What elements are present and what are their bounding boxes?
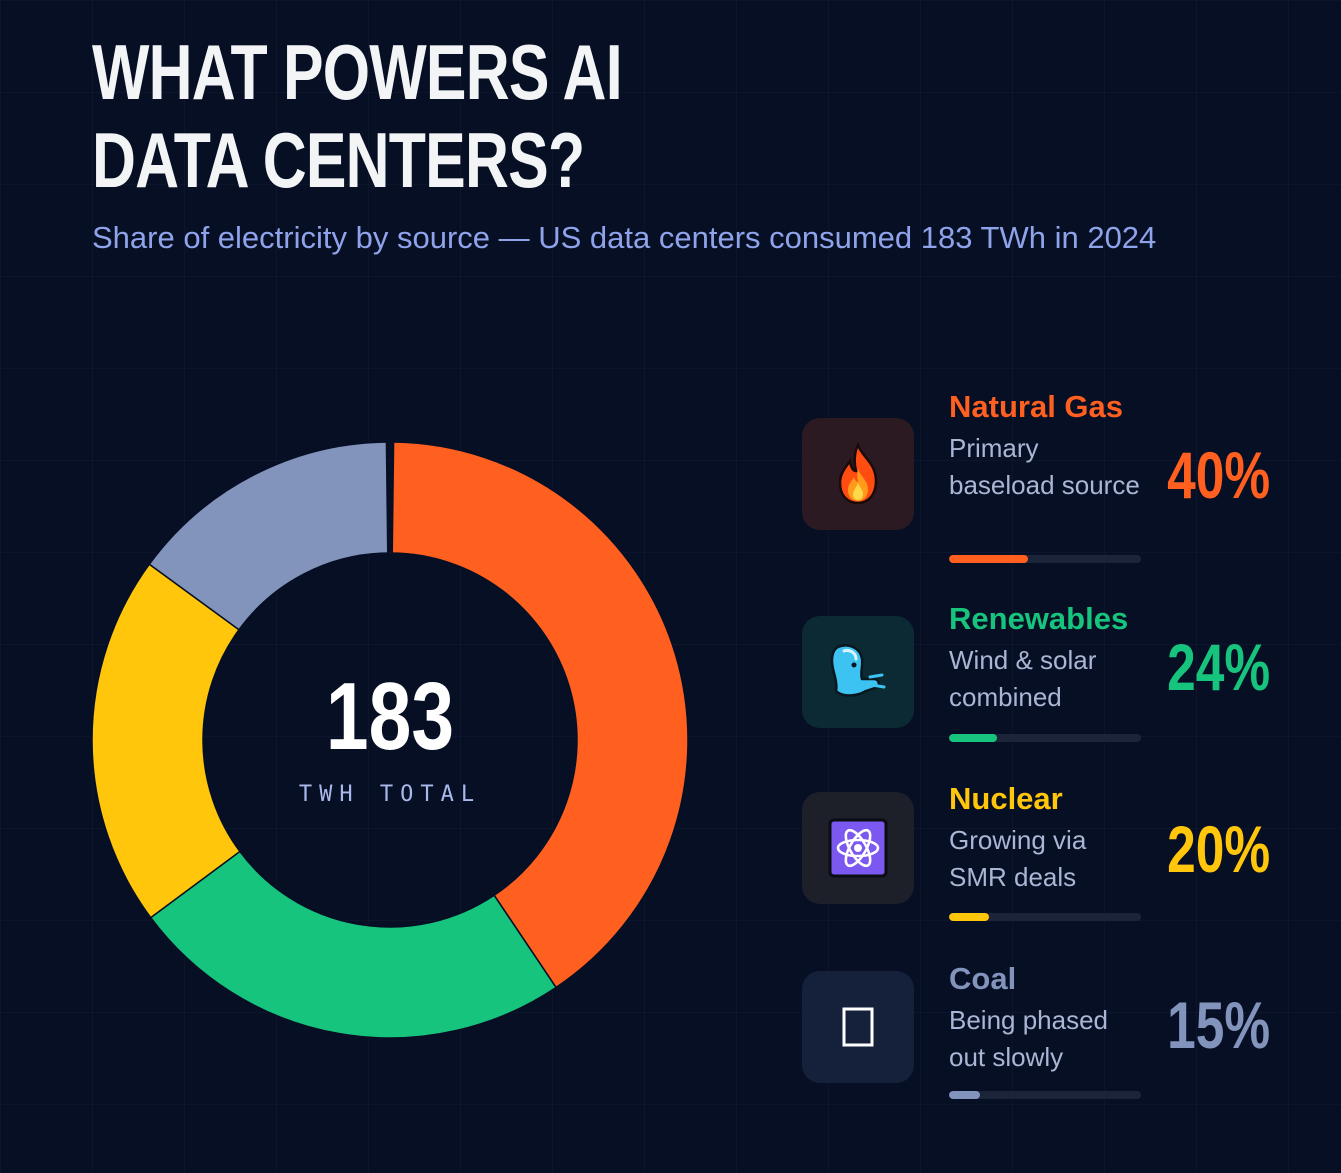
legend-name-nuclear: Nuclear bbox=[949, 781, 1063, 816]
center-total-value: 183 bbox=[325, 663, 455, 770]
progress-track-coal bbox=[949, 1091, 1141, 1099]
legend-pct-renewables: 24% bbox=[1166, 630, 1270, 704]
atom-icon bbox=[828, 818, 888, 878]
legend-item-renewables: Renewables Wind & solar combined 24% bbox=[802, 600, 1282, 760]
title-line-2: DATA CENTERS? bbox=[92, 116, 585, 204]
donut-chart bbox=[91, 441, 689, 1039]
coal-icon bbox=[842, 1007, 874, 1047]
coal-icon-tile bbox=[802, 971, 914, 1083]
donut-slice-renewables bbox=[149, 850, 558, 1039]
legend-item-nuclear: Nuclear Growing via SMR deals 20% bbox=[802, 780, 1282, 940]
legend-desc-nuclear: Growing via SMR deals bbox=[949, 825, 1087, 892]
progress-track-renewables bbox=[949, 734, 1141, 742]
page-title: WHAT POWERS AI DATA CENTERS? bbox=[92, 28, 654, 204]
legend-desc-natural-gas: Primary baseload source bbox=[949, 433, 1140, 500]
wind-icon bbox=[830, 644, 886, 697]
progress-track-nuclear bbox=[949, 913, 1141, 921]
fire-icon bbox=[838, 443, 878, 505]
center-total-label: TWH TOTAL bbox=[298, 782, 482, 807]
renewables-icon-tile bbox=[802, 616, 914, 728]
legend-name-coal: Coal bbox=[949, 961, 1017, 996]
progress-fill-coal bbox=[949, 1091, 980, 1099]
progress-fill-natural-gas bbox=[949, 555, 1028, 563]
legend-item-natural-gas: Natural Gas Primary baseload source 40% bbox=[802, 388, 1282, 563]
legend-desc-renewables: Wind & solar combined bbox=[949, 645, 1097, 712]
donut-slice-natural-gas bbox=[391, 441, 689, 989]
nuclear-icon-tile bbox=[802, 792, 914, 904]
donut-slice-coal bbox=[148, 441, 389, 631]
legend-desc-coal: Being phased out slowly bbox=[949, 1005, 1109, 1072]
legend-name-renewables: Renewables bbox=[949, 601, 1129, 636]
legend-pct-natural-gas: 40% bbox=[1166, 438, 1270, 512]
subtitle: Share of electricity by source — US data… bbox=[92, 220, 1157, 255]
progress-fill-nuclear bbox=[949, 913, 990, 921]
legend-pct-coal: 15% bbox=[1166, 988, 1270, 1062]
legend-name-natural-gas: Natural Gas bbox=[949, 389, 1124, 424]
title-line-1: WHAT POWERS AI bbox=[92, 28, 623, 116]
legend-pct-nuclear: 20% bbox=[1166, 812, 1270, 886]
progress-track-natural-gas bbox=[949, 555, 1141, 563]
donut-slice-nuclear bbox=[91, 563, 241, 919]
legend-item-coal: Coal Being phased out slowly 15% bbox=[802, 960, 1282, 1120]
natural-gas-icon-tile bbox=[802, 418, 914, 530]
progress-fill-renewables bbox=[949, 734, 997, 742]
